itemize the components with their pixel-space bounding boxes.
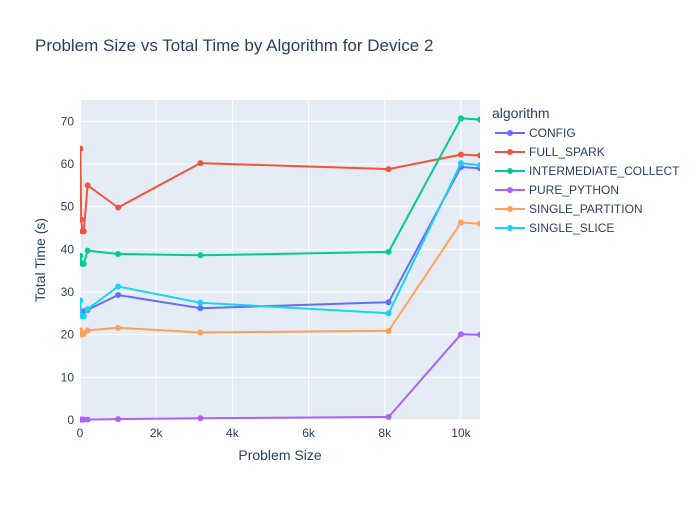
data-point[interactable] bbox=[84, 182, 91, 189]
y-tick-label: 0 bbox=[67, 413, 74, 427]
y-tick-label: 10 bbox=[61, 370, 75, 384]
legend-item-intermediate-collect[interactable]: INTERMEDIATE_COLLECT bbox=[495, 164, 680, 178]
legend-marker bbox=[507, 168, 513, 174]
series-line-full-spark bbox=[80, 148, 480, 233]
data-point[interactable] bbox=[385, 310, 392, 317]
data-point[interactable] bbox=[457, 160, 464, 167]
legend-item-single-slice[interactable]: SINGLE_SLICE bbox=[495, 221, 614, 235]
legend-label: PURE_PYTHON bbox=[529, 183, 619, 197]
y-axis-label: Total Time (s) bbox=[32, 218, 48, 302]
legend-item-single-partition[interactable]: SINGLE_PARTITION bbox=[495, 202, 643, 216]
data-point[interactable] bbox=[385, 299, 392, 306]
data-point[interactable] bbox=[77, 297, 84, 304]
legend-marker bbox=[507, 206, 513, 212]
x-tick-label: 8k bbox=[378, 426, 392, 440]
data-point[interactable] bbox=[457, 151, 464, 158]
data-point[interactable] bbox=[84, 247, 91, 254]
data-point[interactable] bbox=[80, 228, 87, 235]
y-tick-label: 20 bbox=[61, 328, 75, 342]
y-tick-label: 60 bbox=[61, 157, 75, 171]
y-tick-label: 50 bbox=[61, 200, 75, 214]
legend-label: SINGLE_PARTITION bbox=[529, 202, 643, 216]
legend-item-pure-python[interactable]: PURE_PYTHON bbox=[495, 183, 619, 197]
legend-item-full-spark[interactable]: FULL_SPARK bbox=[495, 145, 605, 159]
data-point[interactable] bbox=[385, 248, 392, 255]
chart-title: Problem Size vs Total Time by Algorithm … bbox=[35, 36, 433, 55]
data-point[interactable] bbox=[197, 415, 204, 422]
data-point[interactable] bbox=[84, 306, 91, 313]
y-tick-label: 70 bbox=[61, 114, 75, 128]
series-pure-python bbox=[80, 331, 483, 423]
x-tick-label: 0 bbox=[77, 426, 84, 440]
series-intermediate-collect bbox=[77, 115, 483, 267]
legend-item-config[interactable]: CONFIG bbox=[495, 126, 576, 140]
data-point[interactable] bbox=[84, 327, 91, 334]
data-point[interactable] bbox=[477, 162, 483, 169]
legend-label: CONFIG bbox=[529, 126, 576, 140]
series-single-slice bbox=[77, 160, 483, 320]
data-point[interactable] bbox=[115, 283, 122, 290]
x-tick-label: 4k bbox=[226, 426, 240, 440]
legend-title: algorithm bbox=[492, 105, 550, 121]
data-point[interactable] bbox=[477, 220, 483, 227]
data-point[interactable] bbox=[385, 166, 392, 173]
data-point[interactable] bbox=[457, 115, 464, 122]
data-point[interactable] bbox=[197, 252, 204, 259]
series-layer bbox=[77, 115, 483, 423]
axes: 0 2k 4k 6k 8k 10k 0 10 20 30 40 50 60 70 bbox=[61, 114, 472, 440]
x-tick-label: 2k bbox=[150, 426, 164, 440]
data-point[interactable] bbox=[477, 116, 483, 123]
x-tick-label: 10k bbox=[451, 426, 471, 440]
data-point[interactable] bbox=[477, 331, 483, 338]
data-point[interactable] bbox=[84, 416, 91, 423]
data-point[interactable] bbox=[78, 216, 85, 223]
data-point[interactable] bbox=[457, 331, 464, 338]
legend-label: FULL_SPARK bbox=[529, 145, 605, 159]
data-point[interactable] bbox=[115, 416, 122, 423]
series-single-partition bbox=[80, 219, 483, 338]
data-point[interactable] bbox=[197, 329, 204, 336]
legend: algorithm CONFIG FULL_SPARK INTERMEDIATE_C… bbox=[492, 105, 680, 235]
plot-background bbox=[80, 100, 480, 420]
legend-marker bbox=[507, 130, 513, 136]
data-point[interactable] bbox=[115, 324, 122, 331]
x-axis-label: Problem Size bbox=[238, 447, 321, 463]
data-point[interactable] bbox=[477, 152, 483, 159]
y-tick-label: 40 bbox=[61, 242, 75, 256]
data-point[interactable] bbox=[197, 160, 204, 167]
data-point[interactable] bbox=[457, 219, 464, 226]
data-point[interactable] bbox=[115, 291, 122, 298]
data-point[interactable] bbox=[77, 145, 84, 152]
data-point[interactable] bbox=[77, 252, 84, 259]
data-point[interactable] bbox=[197, 299, 204, 306]
data-point[interactable] bbox=[115, 204, 122, 211]
legend-marker bbox=[507, 225, 513, 231]
data-point[interactable] bbox=[80, 313, 87, 320]
data-point[interactable] bbox=[115, 251, 122, 258]
legend-label: INTERMEDIATE_COLLECT bbox=[529, 164, 680, 178]
y-tick-label: 30 bbox=[61, 285, 75, 299]
legend-marker bbox=[507, 149, 513, 155]
data-point[interactable] bbox=[385, 327, 392, 334]
legend-label: SINGLE_SLICE bbox=[529, 221, 614, 235]
x-tick-label: 6k bbox=[302, 426, 316, 440]
data-point[interactable] bbox=[385, 414, 392, 421]
data-point[interactable] bbox=[197, 305, 204, 312]
series-full-spark bbox=[77, 145, 483, 235]
legend-marker bbox=[507, 187, 513, 193]
data-point[interactable] bbox=[80, 260, 87, 267]
